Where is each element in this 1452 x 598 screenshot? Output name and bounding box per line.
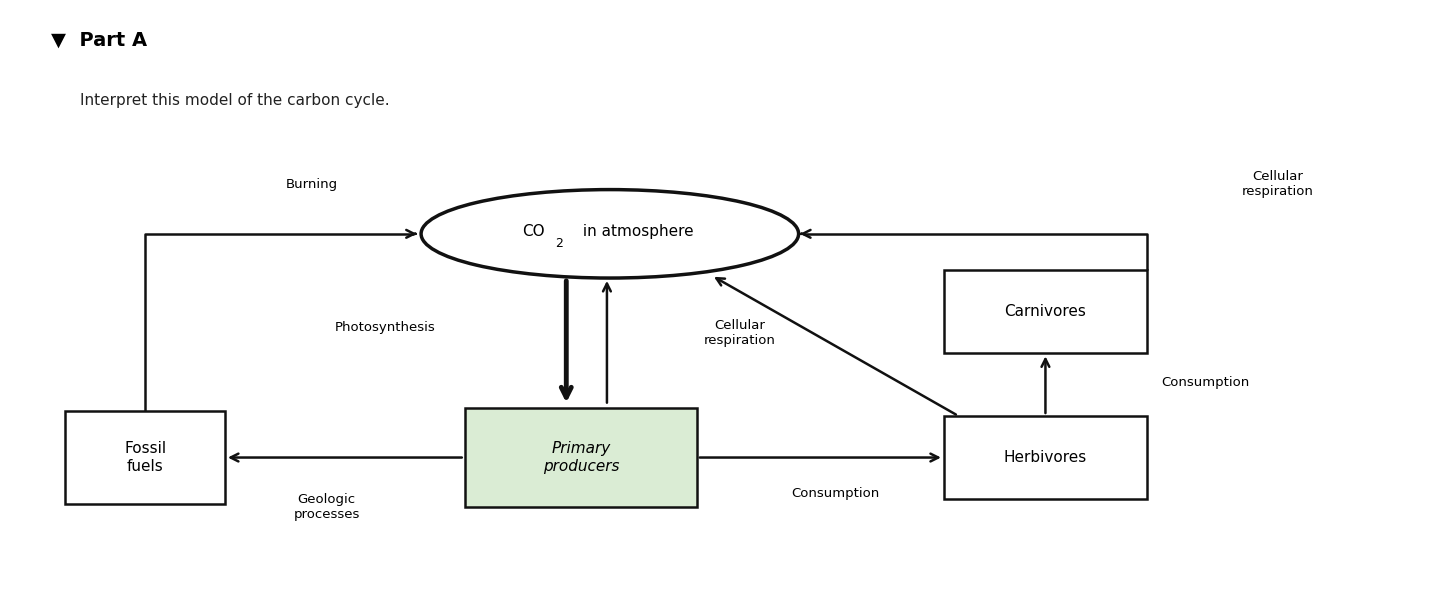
FancyBboxPatch shape <box>65 411 225 504</box>
Text: Interpret this model of the carbon cycle.: Interpret this model of the carbon cycle… <box>80 93 389 108</box>
Text: CO: CO <box>521 224 544 239</box>
Text: Cellular
respiration: Cellular respiration <box>1241 170 1314 199</box>
Text: Primary
producers: Primary producers <box>543 441 619 474</box>
FancyBboxPatch shape <box>465 408 697 507</box>
Text: in atmosphere: in atmosphere <box>578 224 694 239</box>
FancyBboxPatch shape <box>944 270 1147 353</box>
Text: Consumption: Consumption <box>791 487 878 501</box>
Text: Photosynthesis: Photosynthesis <box>334 321 436 334</box>
Text: Herbivores: Herbivores <box>1003 450 1088 465</box>
Text: Geologic
processes: Geologic processes <box>293 493 360 521</box>
Text: Consumption: Consumption <box>1162 376 1250 389</box>
Text: Burning: Burning <box>286 178 338 191</box>
Text: 2: 2 <box>555 237 562 250</box>
FancyBboxPatch shape <box>944 416 1147 499</box>
Text: Fossil
fuels: Fossil fuels <box>123 441 167 474</box>
Text: ▼  Part A: ▼ Part A <box>51 31 147 50</box>
Text: Cellular
respiration: Cellular respiration <box>704 319 777 347</box>
Ellipse shape <box>421 190 799 278</box>
Text: Carnivores: Carnivores <box>1005 304 1086 319</box>
